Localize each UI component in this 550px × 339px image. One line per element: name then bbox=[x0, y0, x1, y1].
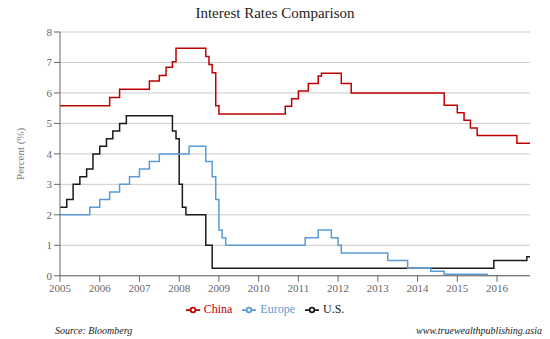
svg-text:2016: 2016 bbox=[486, 282, 509, 294]
svg-text:5: 5 bbox=[47, 117, 53, 129]
svg-text:3: 3 bbox=[47, 178, 53, 190]
html-text:Europe: Europe bbox=[260, 301, 295, 316]
svg-text:2011: 2011 bbox=[288, 282, 310, 294]
svg-text:1: 1 bbox=[47, 239, 53, 251]
svg-text:2008: 2008 bbox=[168, 282, 191, 294]
svg-text:2010: 2010 bbox=[248, 282, 271, 294]
svg-text:2: 2 bbox=[47, 209, 53, 221]
svg-text:0: 0 bbox=[47, 270, 53, 282]
svg-text:Percent (%): Percent (%) bbox=[14, 127, 27, 180]
html-text:Interest Rates Comparison: Interest Rates Comparison bbox=[195, 5, 355, 21]
html-text:U.S.: U.S. bbox=[323, 301, 345, 316]
svg-text:2005: 2005 bbox=[49, 282, 72, 294]
svg-text:2013: 2013 bbox=[367, 282, 390, 294]
svg-text:4: 4 bbox=[47, 148, 53, 160]
svg-text:2012: 2012 bbox=[327, 282, 349, 294]
svg-text:6: 6 bbox=[47, 87, 53, 99]
html-text:China: China bbox=[203, 301, 233, 316]
svg-text:2006: 2006 bbox=[89, 282, 112, 294]
html-text:www.truewealthpublishing.asia: www.truewealthpublishing.asia bbox=[416, 324, 542, 336]
svg-text:2015: 2015 bbox=[446, 282, 469, 294]
svg-text:2009: 2009 bbox=[208, 282, 231, 294]
html-text:Source: Bloomberg: Source: Bloomberg bbox=[55, 324, 133, 336]
svg-text:7: 7 bbox=[47, 56, 53, 68]
svg-text:2014: 2014 bbox=[407, 282, 430, 294]
svg-text:2007: 2007 bbox=[128, 282, 151, 294]
svg-text:8: 8 bbox=[47, 26, 53, 38]
